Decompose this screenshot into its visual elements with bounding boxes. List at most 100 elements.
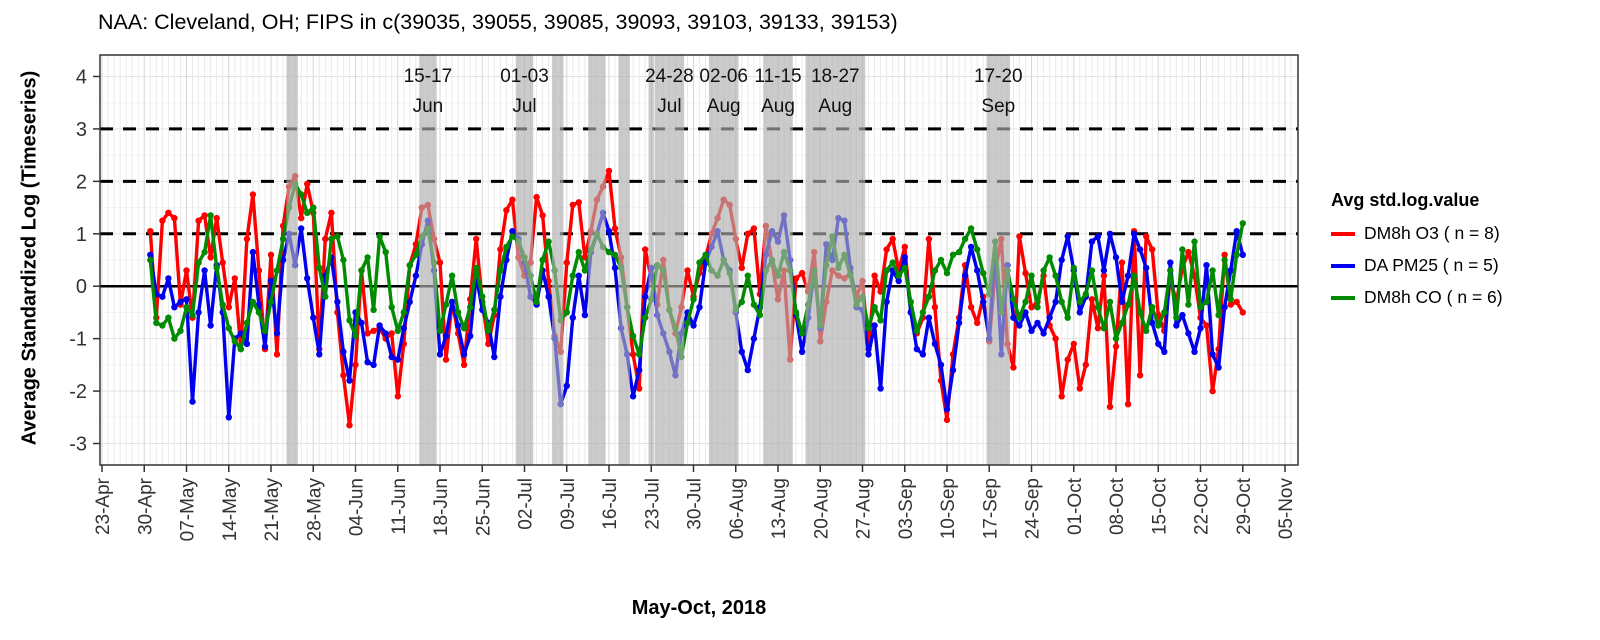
data-point [883,267,890,274]
data-point [636,366,643,374]
data-point [955,319,963,327]
data-point [684,267,691,274]
data-point [491,353,498,361]
data-point [961,272,969,279]
data-point [1082,361,1090,369]
data-point [1149,304,1156,311]
data-point [310,204,317,211]
data-point [225,414,232,421]
data-point [937,256,945,264]
data-point [509,233,516,240]
data-point [1221,256,1228,264]
y-axis-title: Average Standardized Log (Timeseries) [18,70,41,446]
data-point [201,267,208,274]
data-point [400,309,407,316]
data-point [629,393,637,400]
data-point [750,301,758,308]
data-point [1046,254,1053,261]
x-tick-label: 18-Jun [431,478,452,536]
data-point [744,366,751,374]
data-point [509,228,516,235]
data-point [925,314,933,321]
data-point [147,251,154,258]
data-point [376,233,383,240]
data-point [1167,267,1174,274]
data-point [304,180,311,188]
data-point [1136,372,1144,379]
data-point [744,272,751,279]
data-point [171,335,178,342]
data-point [533,193,540,201]
data-point [1233,298,1240,306]
data-point [412,272,420,279]
data-point [690,296,697,303]
data-point [298,214,305,222]
data-point [1094,233,1102,240]
data-point [611,264,619,272]
data-point [165,314,172,321]
data-point [279,256,287,264]
data-point [316,264,323,272]
data-point [575,199,582,206]
data-point [937,361,945,369]
data-point [231,338,238,345]
data-point [569,201,576,209]
data-point [1215,311,1222,319]
data-point [1136,309,1144,316]
y-tick-label: -3 [69,434,87,456]
data-point [1149,246,1156,253]
data-point [798,330,806,337]
data-point [1034,319,1041,327]
data-point [201,212,208,219]
data-point [865,325,872,332]
data-point [696,304,703,311]
legend-key-co [1331,295,1355,300]
data-point [1227,296,1234,303]
data-point [1203,262,1210,269]
data-point [460,351,468,358]
episode-band [986,55,1010,465]
y-tick-label: 4 [76,66,87,88]
data-point [1233,251,1240,258]
x-tick-label: 23-Jul [642,478,663,530]
data-point [1022,298,1029,306]
data-point [1106,298,1114,306]
data-point [370,361,377,369]
x-tick-label: 13-Aug [769,478,790,539]
data-point [400,325,407,332]
legend-label-co: DM8h CO ( n = 6) [1364,287,1503,307]
data-point [1179,246,1186,253]
data-point [1010,314,1017,321]
data-point [949,251,957,258]
data-point [1088,267,1096,274]
data-point [967,225,975,232]
data-point [980,298,987,306]
data-point [1143,327,1150,334]
data-point [340,372,347,379]
data-point [690,322,697,329]
x-tick-label: 20-Aug [811,478,832,539]
data-point [1070,340,1078,348]
chart-title: NAA: Cleveland, OH; FIPS in c(39035, 390… [98,10,898,34]
x-tick-label: 22-Oct [1192,477,1213,535]
data-point [539,256,546,264]
data-point [1088,238,1096,245]
x-tick-label: 27-Aug [854,478,875,539]
data-point [1070,264,1078,272]
data-point [225,304,232,311]
episode-label-month: Aug [761,96,795,117]
data-point [352,361,359,369]
data-point [388,353,395,361]
data-point [304,209,311,216]
data-point [1239,220,1247,227]
data-point [346,317,353,324]
episode-band [805,55,866,465]
data-point [442,332,450,340]
data-point [316,351,323,358]
x-tick-label: 04-Jun [347,478,368,536]
data-point [871,322,878,329]
data-point [473,235,480,243]
episode-label-days: 18-27 [811,66,860,87]
data-point [545,238,552,245]
x-tick-label: 10-Sep [938,478,959,539]
